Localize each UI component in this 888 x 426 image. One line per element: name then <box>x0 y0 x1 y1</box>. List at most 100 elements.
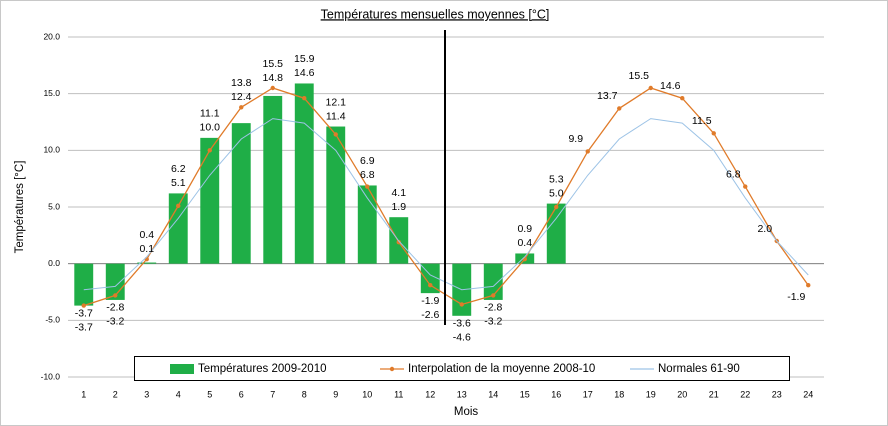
legend-label: Températures 2009-2010 <box>198 363 327 375</box>
data-label: 5.0 <box>549 187 564 199</box>
data-label: 6.2 <box>171 163 186 175</box>
x-tick-label: 4 <box>176 389 181 399</box>
data-label: 0.1 <box>139 243 154 255</box>
line-point <box>113 293 118 298</box>
data-label: 4.1 <box>391 187 406 199</box>
y-tick-label: 10.0 <box>43 145 60 155</box>
line-point <box>680 96 685 101</box>
bar <box>263 95 283 264</box>
y-tick-label: 5.0 <box>48 201 60 211</box>
data-label: 6.8 <box>360 169 375 181</box>
data-label: 15.9 <box>294 53 315 65</box>
x-tick-label: 12 <box>425 389 435 399</box>
bar <box>200 137 220 264</box>
chart-title: Températures mensuelles moyennes [°C] <box>321 7 550 21</box>
data-label: 15.5 <box>629 70 650 82</box>
data-label: -3.7 <box>75 307 93 319</box>
data-label: 0.4 <box>517 237 532 249</box>
x-tick-label: 17 <box>583 389 593 399</box>
x-tick-label: 14 <box>488 389 498 399</box>
x-tick-label: 23 <box>772 389 782 399</box>
x-tick-label: 22 <box>740 389 750 399</box>
data-label: 5.1 <box>171 177 186 189</box>
x-tick-label: 16 <box>551 389 561 399</box>
bar <box>74 263 94 306</box>
data-label: -4.6 <box>453 332 471 344</box>
data-label: 0.9 <box>517 223 532 235</box>
data-label: 11.4 <box>326 110 346 122</box>
y-tick-label: -10.0 <box>41 371 61 381</box>
line-point <box>239 105 244 110</box>
x-tick-label: 20 <box>677 389 687 399</box>
line-point <box>270 85 275 91</box>
line-point <box>144 256 149 262</box>
bar <box>326 126 346 264</box>
bar <box>420 263 440 294</box>
line-point <box>207 148 212 153</box>
data-label: -2.8 <box>106 302 124 314</box>
data-label: 6.8 <box>726 168 741 180</box>
y-tick-label: -5.0 <box>45 315 60 325</box>
line-point <box>365 184 370 189</box>
legend-label: Normales 61-90 <box>658 363 740 375</box>
y-axis-label: Températures [°C] <box>14 161 26 254</box>
data-label: -2.6 <box>421 309 439 321</box>
x-tick-label: 5 <box>207 389 212 399</box>
legend-frame <box>134 356 790 381</box>
line-point <box>711 131 716 136</box>
x-tick-label: 24 <box>803 389 813 399</box>
y-tick-label: 15.0 <box>43 88 60 98</box>
data-label: -1.9 <box>421 295 439 307</box>
x-tick-label: 9 <box>333 389 338 399</box>
x-tick-label: 8 <box>302 389 307 399</box>
data-label: 10.0 <box>200 122 221 134</box>
data-label: 15.5 <box>263 58 284 70</box>
bar <box>137 262 157 264</box>
x-tick-label: 6 <box>239 389 244 399</box>
data-label: -3.2 <box>484 316 502 328</box>
y-tick-label: 0.0 <box>48 258 60 268</box>
data-label: -3.2 <box>106 316 124 328</box>
data-label: 14.8 <box>263 72 284 84</box>
line-point <box>585 149 590 154</box>
line-point <box>617 106 622 111</box>
line-point <box>396 239 401 245</box>
line-point <box>81 303 86 308</box>
line-point <box>554 204 559 210</box>
data-label: 11.1 <box>200 108 220 120</box>
y-tick-label: 20.0 <box>43 31 60 41</box>
x-tick-label: 19 <box>646 389 656 399</box>
x-tick-label: 10 <box>362 389 372 399</box>
bar <box>231 123 251 264</box>
legend-swatch <box>389 366 395 372</box>
line-point <box>428 283 433 288</box>
x-tick-label: 18 <box>614 389 624 399</box>
legend-label: Interpolation de la moyenne 2008-10 <box>408 363 595 375</box>
data-label: 13.7 <box>597 90 618 102</box>
x-tick-label: 11 <box>394 389 403 399</box>
data-label: 14.6 <box>294 67 315 79</box>
data-label: 1.9 <box>391 201 406 213</box>
bar <box>546 203 566 264</box>
x-tick-label: 3 <box>144 389 149 399</box>
line-point <box>459 302 464 307</box>
x-tick-label: 2 <box>113 389 118 399</box>
data-label: 11.5 <box>692 115 712 127</box>
line-point <box>333 132 338 137</box>
data-label: 12.1 <box>326 96 347 108</box>
x-tick-label: 13 <box>457 389 467 399</box>
line-point <box>648 85 653 91</box>
data-label: 14.6 <box>660 80 681 92</box>
data-label: 9.9 <box>568 133 583 145</box>
data-label: -3.6 <box>453 318 471 330</box>
bar <box>168 193 188 264</box>
data-label: 2.0 <box>757 223 772 235</box>
data-label: -2.8 <box>484 302 502 314</box>
data-label: 5.3 <box>549 173 564 185</box>
data-label: -1.9 <box>787 291 805 303</box>
line-point <box>491 293 496 298</box>
line-point <box>522 256 527 262</box>
data-label: 12.4 <box>231 91 252 103</box>
line-point <box>743 184 748 189</box>
data-label: 13.8 <box>231 77 252 89</box>
